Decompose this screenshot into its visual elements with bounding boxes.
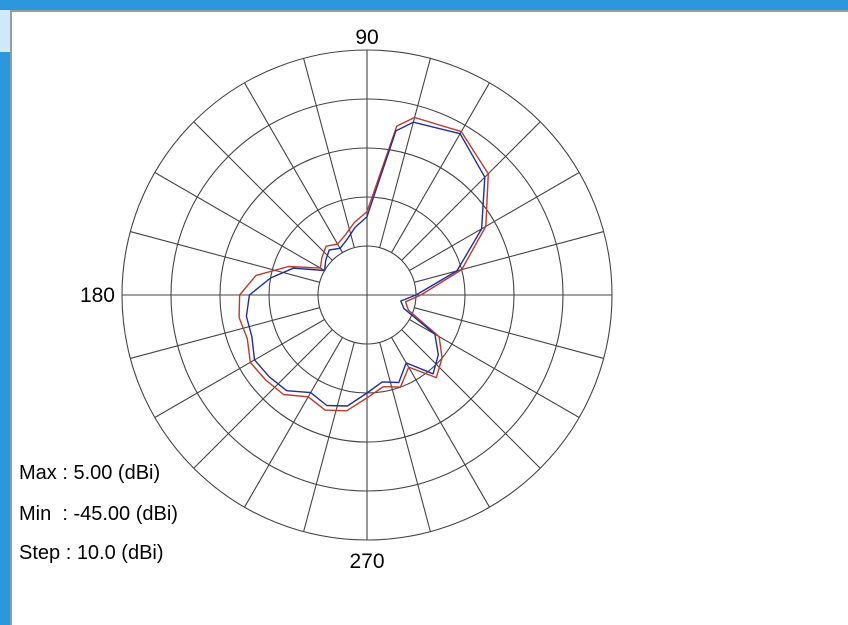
pattern-trace-1: [238, 116, 489, 412]
max-label: Max : 5.00 (dBi): [19, 462, 161, 484]
grid-spoke: [379, 342, 431, 532]
grid-spoke: [154, 172, 325, 271]
grid-spoke: [244, 337, 343, 508]
angle-label-180: 180: [80, 284, 115, 307]
grid-spoke: [193, 329, 333, 469]
grid-spoke: [409, 172, 580, 271]
grid-spoke: [379, 58, 431, 248]
grid-spoke: [154, 319, 325, 418]
window-edge-strip: [0, 10, 10, 52]
grid-spoke: [130, 307, 320, 359]
pattern-trace-2: [245, 121, 486, 407]
angle-label-270: 270: [349, 550, 384, 573]
plot-panel: [10, 10, 848, 625]
grid-spoke: [130, 231, 320, 283]
grid-spoke: [244, 82, 343, 253]
grid-spoke: [193, 121, 333, 261]
grid-spoke: [391, 337, 490, 508]
step-label: Step : 10.0 (dBi): [19, 542, 164, 564]
angle-label-90: 90: [355, 26, 378, 49]
grid-spoke: [401, 121, 541, 261]
grid-spoke: [303, 58, 355, 248]
grid-spoke: [414, 307, 604, 359]
grid-spoke: [414, 231, 604, 283]
min-label: Min : -45.00 (dBi): [19, 503, 178, 525]
grid-spoke: [401, 329, 541, 469]
grid-spoke: [303, 342, 355, 532]
grid-spoke: [391, 82, 490, 253]
